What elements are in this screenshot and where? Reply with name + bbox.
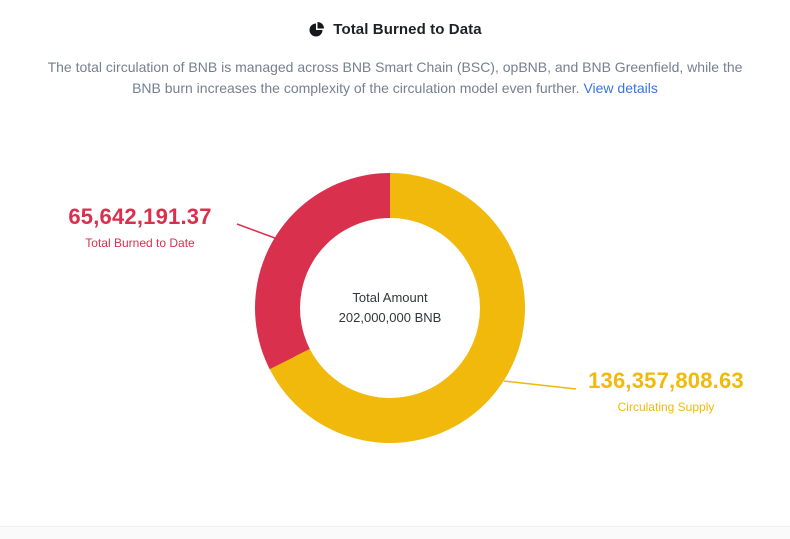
supply-amount: 136,357,808.63 [588,368,744,393]
section-description: The total circulation of BNB is managed … [38,57,752,99]
donut-center-label: Total Amount [352,290,428,305]
description-text: The total circulation of BNB is managed … [47,59,743,96]
burned-label-group: 65,642,191.37 Total Burned to Date [40,204,240,250]
supply-label-group: 136,357,808.63 Circulating Supply [584,368,748,414]
section-header: Total Burned to Data [0,21,790,38]
section-title: Total Burned to Data [333,21,482,38]
pie-chart-icon [308,21,325,38]
donut-hole: Total Amount 202,000,000 BNB [300,218,480,398]
supply-caption: Circulating Supply [617,400,715,414]
donut-center-value: 202,000,000 BNB [338,310,442,325]
supply-leader-line [503,380,577,390]
burned-amount: 65,642,191.37 [68,204,212,229]
section-divider [0,526,790,539]
view-details-link[interactable]: View details [583,80,658,96]
donut-chart: Total Amount 202,000,000 BNB [255,173,525,443]
burned-caption: Total Burned to Date [85,236,195,250]
